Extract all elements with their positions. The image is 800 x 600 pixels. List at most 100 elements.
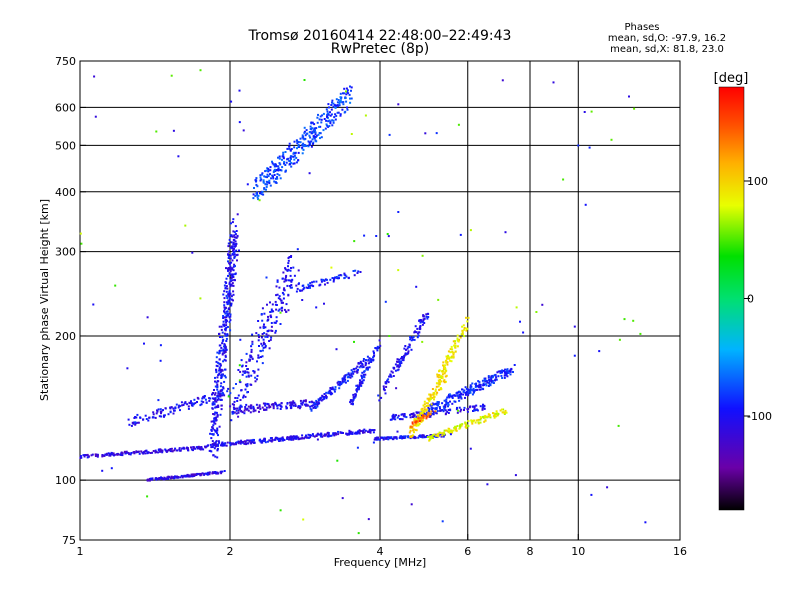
data-point [282, 153, 285, 156]
data-point [431, 407, 434, 410]
data-point [473, 391, 475, 394]
data-point [469, 384, 472, 387]
data-point [443, 433, 446, 436]
data-point [187, 405, 190, 408]
x-axis-ticks: 1 2 4 6 8 10 16 [77, 534, 687, 558]
data-point [231, 282, 234, 285]
data-point [327, 125, 330, 128]
data-point [152, 413, 155, 416]
data-point [512, 371, 514, 373]
data-point [398, 418, 401, 421]
data-point [225, 348, 228, 351]
data-point [471, 420, 474, 423]
data-point [328, 392, 331, 395]
data-point [272, 403, 275, 406]
data-point [371, 429, 374, 432]
data-point [451, 348, 454, 351]
data-point [276, 279, 279, 282]
data-point [446, 410, 449, 413]
data-point [346, 106, 348, 109]
data-point [303, 138, 306, 141]
data-point [230, 283, 233, 286]
data-point [244, 441, 247, 444]
data-point [173, 409, 176, 412]
data-point [216, 447, 219, 450]
data-point [409, 429, 412, 432]
data-point [606, 486, 609, 489]
data-point [249, 356, 252, 359]
data-point [401, 357, 404, 360]
data-point [206, 444, 209, 447]
data-point [356, 365, 359, 368]
data-point [316, 121, 319, 124]
data-point [446, 356, 449, 359]
data-point [285, 161, 288, 164]
data-point [250, 345, 253, 348]
data-point [355, 367, 358, 370]
data-point [347, 276, 350, 279]
data-point [373, 354, 376, 357]
data-point [426, 312, 429, 315]
data-point [228, 312, 231, 315]
data-point [233, 243, 236, 246]
data-point [222, 315, 225, 317]
data-point [154, 477, 157, 480]
data-point [295, 437, 298, 440]
data-point [291, 436, 294, 438]
data-point [215, 430, 218, 432]
data-point [310, 140, 313, 143]
data-point [415, 429, 418, 432]
data-point [312, 406, 315, 409]
data-point [460, 393, 463, 395]
data-point [333, 434, 336, 437]
data-point [292, 155, 295, 158]
data-point [413, 431, 415, 434]
data-point [367, 430, 369, 433]
data-point [225, 340, 228, 342]
data-point [270, 308, 273, 311]
data-point [193, 398, 196, 401]
data-point [467, 420, 470, 422]
data-point [147, 419, 150, 422]
data-point [259, 192, 261, 195]
data-point [356, 272, 359, 274]
data-point [299, 289, 302, 292]
data-point [262, 346, 265, 349]
data-point [398, 358, 400, 361]
data-point [227, 293, 230, 296]
data-point [260, 178, 263, 181]
data-point [482, 406, 485, 409]
data-point [152, 450, 155, 452]
data-point [127, 452, 130, 454]
data-point [353, 340, 355, 343]
data-point [146, 479, 149, 482]
data-point [437, 404, 439, 407]
data-point [358, 432, 361, 434]
data-point [344, 97, 347, 100]
data-point [420, 408, 423, 411]
data-point [473, 405, 476, 408]
data-point [400, 357, 402, 360]
data-point [297, 151, 300, 154]
data-point [225, 315, 228, 317]
data-point [541, 303, 544, 306]
data-point [448, 393, 451, 396]
data-point [485, 379, 488, 382]
data-point [416, 421, 419, 424]
data-point [144, 414, 147, 417]
data-point [347, 432, 350, 435]
data-point [285, 303, 288, 306]
data-point [351, 432, 354, 435]
data-point [623, 318, 626, 321]
data-point [454, 344, 457, 347]
data-point [218, 325, 221, 328]
data-point [292, 162, 295, 165]
data-point [451, 431, 454, 434]
data-point [452, 353, 455, 356]
data-point [284, 278, 287, 281]
data-point [209, 397, 212, 400]
data-point [311, 121, 314, 124]
data-point [284, 279, 287, 282]
data-point [280, 169, 283, 172]
data-point [210, 420, 213, 423]
